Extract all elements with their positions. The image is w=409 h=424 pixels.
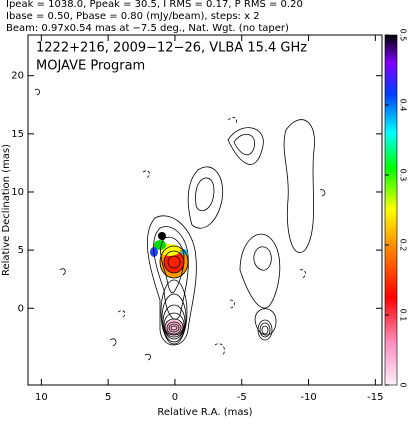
x-tick-label: -10 [300, 392, 316, 403]
x-tick-label: 5 [105, 392, 111, 403]
x-tick-label: -5 [237, 392, 247, 403]
plot-subtitle: MOJAVE Program [36, 59, 145, 74]
y-tick-label: 15 [11, 129, 24, 140]
y-axis-label: Relative Declination (mas) [1, 144, 12, 276]
colorbar-tick-label: 0.4 [399, 99, 408, 112]
contour-map [34, 88, 326, 361]
x-tick-label: -15 [367, 392, 383, 403]
plot-title: 1222+216, 2009−12−26, VLBA 15.4 GHz [36, 41, 307, 56]
y-tick-label: 10 [11, 187, 24, 198]
colorbar-tick-label: 0.3 [399, 169, 408, 182]
header-line: Beam: 0.97x0.54 mas at −7.5 deg., Nat. W… [6, 23, 289, 34]
plot-frame [27, 34, 383, 386]
y-tick-label: 5 [18, 245, 24, 256]
y-tick-label: 20 [11, 71, 24, 82]
colorbar-tick-label: 0.5 [399, 29, 408, 42]
colorbar-tick-label: 0 [399, 382, 408, 387]
header-line: Ipeak = 1038.0, Ppeak = 30.5, I RMS = 0.… [6, 0, 303, 10]
x-tick-label: 0 [172, 392, 178, 403]
x-axis-label: Relative R.A. (mas) [157, 407, 252, 418]
colorbar-tick-label: 0.1 [399, 309, 408, 322]
header-line: Ibase = 0.50, Pbase = 0.80 (mJy/beam), s… [6, 11, 260, 22]
colorbar [384, 34, 398, 386]
y-tick-label: 0 [18, 303, 24, 314]
x-tick-label: 10 [35, 392, 48, 403]
colorbar-tick-label: 0.2 [399, 239, 408, 252]
